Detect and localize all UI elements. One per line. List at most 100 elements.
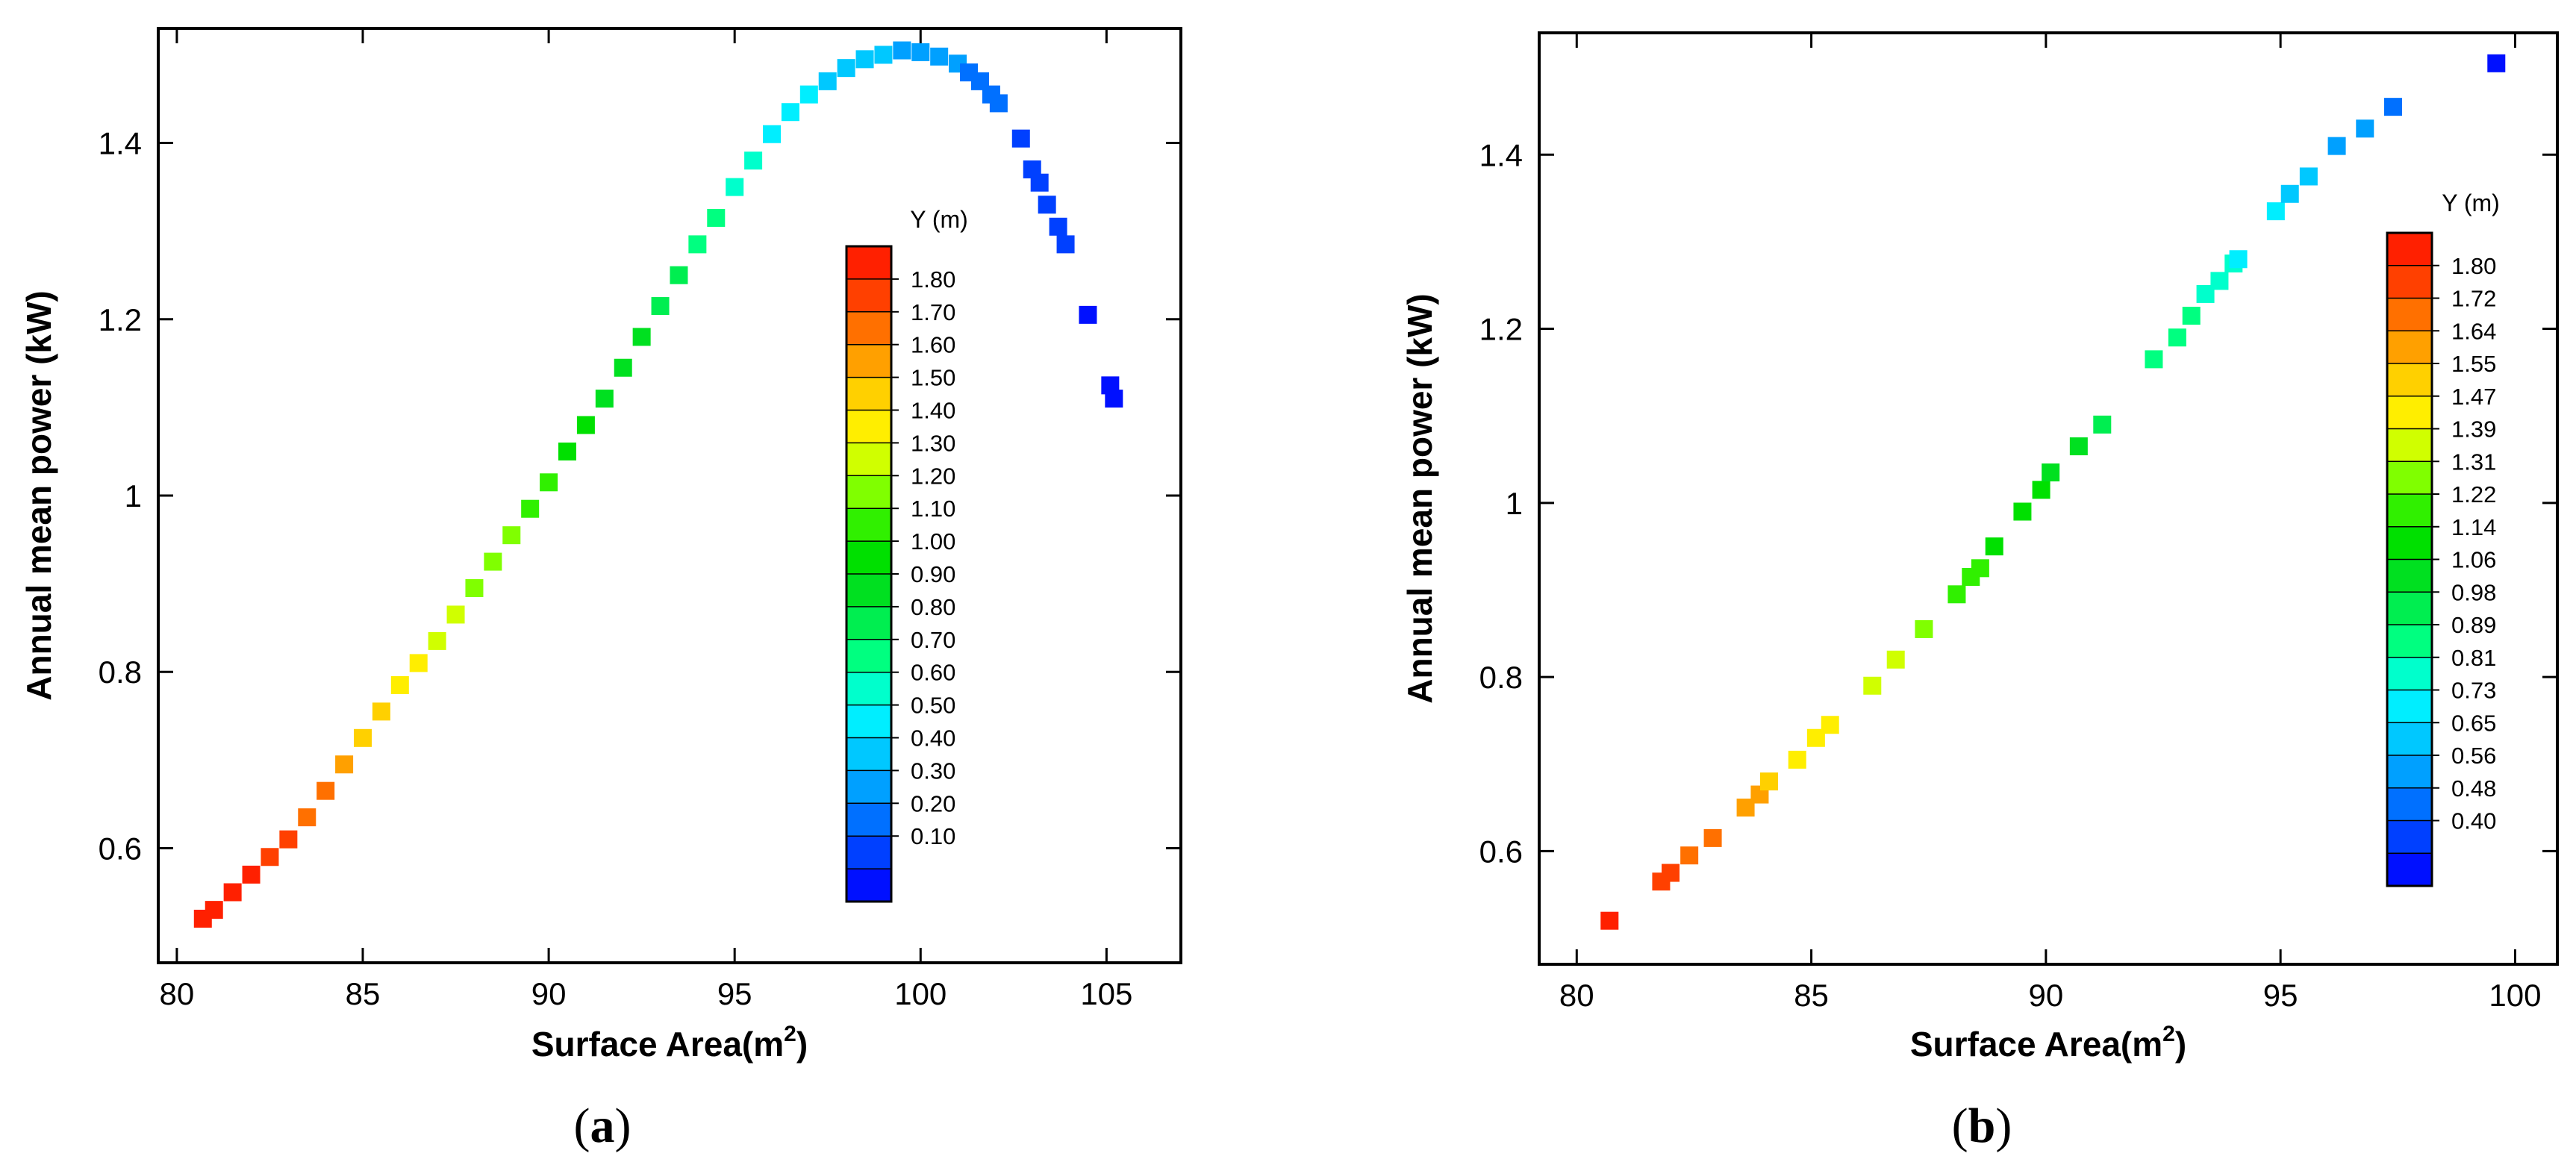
panel-a-data-point <box>670 266 688 284</box>
panel-b-colorbar-band <box>2387 331 2432 364</box>
panel-b-y-axis-label: Annual mean power (kW) <box>1400 293 1439 703</box>
panel-b-data-point <box>1600 911 1619 930</box>
panel-a-data-point <box>576 416 595 434</box>
panel-b-colorbar-band <box>2387 853 2432 887</box>
panel-a-data-point <box>205 901 223 919</box>
panel-b-colorbar-band <box>2387 461 2432 495</box>
panel-a-label: (a) <box>574 1099 631 1153</box>
panel-b-y-tick-label: 0.6 <box>1479 834 1523 869</box>
panel-a-data-point <box>409 654 428 672</box>
panel-a-x-tick-label: 100 <box>894 976 946 1011</box>
panel-a-data-point <box>1056 235 1075 254</box>
panel-a-data-point <box>1105 390 1123 408</box>
panel-a-data-point <box>818 72 837 90</box>
panel-a-data-point <box>930 47 949 66</box>
panel-b-points <box>1600 54 2506 930</box>
panel-a-y-axis-label: Annual mean power (kW) <box>19 290 58 700</box>
panel-a-x-tick-label: 85 <box>346 976 381 1011</box>
panel-b-data-point <box>2093 415 2112 434</box>
panel-a-plot-area <box>157 27 1182 964</box>
panel-b-data-point <box>2145 350 2163 369</box>
panel-a-y-ticks: 0.6 0.8 1 1.2 1.4 <box>99 126 1181 866</box>
panel-a-points <box>193 41 1123 928</box>
panel-b-colorbar-label: 1.72 <box>2451 286 2496 312</box>
panel-b-colorbar-band <box>2387 363 2432 397</box>
panel-b-colorbar-label: 0.65 <box>2451 710 2496 736</box>
panel-b-colorbar-band <box>2387 755 2432 789</box>
panel-b-data-point <box>1680 846 1699 865</box>
panel-a-colorbar-label: 1.10 <box>911 496 955 522</box>
panel-b-x-tick-label: 100 <box>2489 978 2541 1013</box>
panel-b-y-ticks: 0.60.811.21.4 <box>1479 137 2557 869</box>
panel-b-data-point <box>2299 167 2318 186</box>
panel-a-data-point <box>874 46 893 64</box>
panel-a-data-point <box>372 702 390 721</box>
panel-a-colorbar-band <box>846 803 891 837</box>
panel-b-data-point <box>1788 750 1806 769</box>
panel-b-colorbar-label: 1.80 <box>2451 253 2496 279</box>
panel-a-colorbar-band <box>846 541 891 575</box>
panel-a-colorbar-label: 1.70 <box>911 299 955 325</box>
panel-b-x-tick-label: 80 <box>1559 978 1594 1013</box>
panel-b-colorbar-label: 0.98 <box>2451 579 2496 605</box>
panel-a-x-tick-label: 90 <box>531 976 567 1011</box>
panel-b-data-point <box>1985 537 2003 556</box>
panel-a-data-point <box>855 50 874 69</box>
panel-a-data-point <box>1038 196 1056 214</box>
panel-a-data-point <box>261 848 279 866</box>
panel-a-data-point <box>298 808 316 827</box>
panel-b-data-point <box>1971 559 1989 578</box>
panel-a-data-point <box>1030 173 1049 192</box>
panel-a-data-point <box>651 297 670 316</box>
panel-b-colorbar-band <box>2387 787 2432 821</box>
panel-a-data-point <box>540 473 558 492</box>
panel-a-colorbar-label: 1.30 <box>911 430 955 456</box>
panel-a-x-tick-label: 105 <box>1080 976 1132 1011</box>
panel-a-data-point <box>446 605 465 624</box>
panel-b-y-tick-label: 1.4 <box>1479 137 1523 172</box>
panel-b-x-tick-label: 90 <box>2028 978 2063 1013</box>
panel-b-data-point <box>1662 864 1680 882</box>
panel-b-axes-frame <box>1538 31 2559 966</box>
panel-b-colorbar-band <box>2387 592 2432 625</box>
panel-a-colorbar-band <box>846 377 891 410</box>
panel-a-x-tick-label: 80 <box>160 976 195 1011</box>
panel-a-colorbar-band <box>846 311 891 346</box>
panel-b-data-point <box>1915 619 1933 638</box>
panel-b-colorbar-band <box>2387 526 2432 560</box>
panel-a-data-point <box>595 390 614 408</box>
panel-a-colorbar-band <box>846 836 891 869</box>
panel-a-data-point <box>242 865 261 884</box>
panel-b-colorbar-band <box>2387 657 2432 690</box>
panel-a-colorbar-band <box>846 639 891 673</box>
panel-a-colorbar-label: 0.30 <box>911 758 955 784</box>
panel-b-label: (b) <box>1952 1099 2012 1153</box>
panel-a-x-ticks: 80 85 90 95 100 105 <box>160 28 1132 1011</box>
panel-a-data-point <box>632 328 651 346</box>
panel-b-colorbar-label: 1.39 <box>2451 416 2496 443</box>
panel-a-data-point <box>688 235 707 254</box>
panel-b-colorbar-band <box>2387 265 2432 299</box>
panel-b-data-point <box>2266 202 2285 221</box>
panel-b-colorbar-label: 1.55 <box>2451 351 2496 377</box>
panel-a-y-tick-label: 0.6 <box>99 831 142 866</box>
panel-a-data-point <box>279 830 298 849</box>
panel-b-y-tick-label: 0.8 <box>1479 660 1523 695</box>
panel-a-data-point <box>335 755 354 774</box>
panel-b-data-point <box>2327 137 2346 155</box>
panel-a-colorbar-band <box>846 869 891 902</box>
panel-a-data-point <box>614 358 632 377</box>
panel-b: 80 85 90 95 100 0.60.811.21.4 Surface Area(m… <box>1400 31 2559 1153</box>
panel-b-data-point <box>1863 676 1882 695</box>
panel-b-data-point <box>2384 98 2402 116</box>
panel-a-colorbar-band <box>846 574 891 608</box>
panel-a-data-point <box>390 675 409 694</box>
panel-b-colorbar-band <box>2387 559 2432 593</box>
panel-a-colorbar-label: 1.60 <box>911 332 955 358</box>
panel-b-colorbar-band <box>2387 298 2432 331</box>
panel-a-colorbar-label: 0.90 <box>911 561 955 587</box>
panel-b-x-ticks: 80 85 90 95 100 <box>1559 33 2541 1013</box>
panel-a-x-tick-label: 95 <box>717 976 752 1011</box>
panel-a-data-point <box>707 208 726 227</box>
panel-b-colorbar-label: 0.89 <box>2451 612 2496 638</box>
